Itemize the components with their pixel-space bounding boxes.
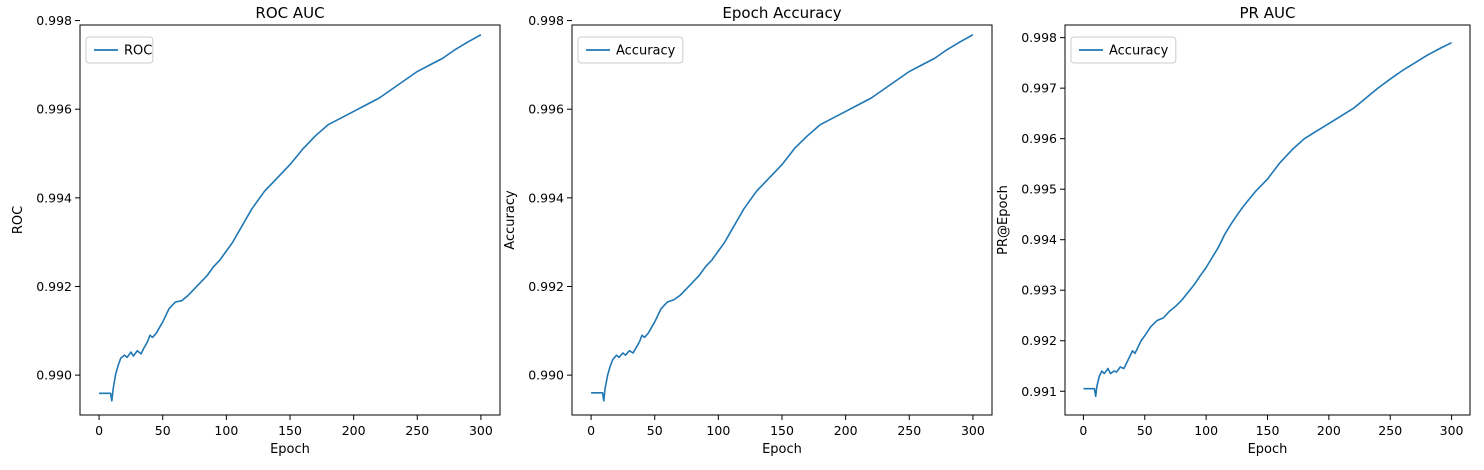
series-line-1: [99, 34, 482, 402]
x-tick-label: 50: [647, 423, 663, 438]
y-tick-label: 0.992: [528, 279, 564, 294]
plot-area-frame: [1064, 24, 1471, 416]
y-tick-label: 0.998: [528, 13, 564, 28]
x-tick-label: 50: [155, 423, 171, 438]
legend-frame: [85, 36, 154, 64]
y-tick-label: 0.996: [36, 102, 72, 117]
y-tick-label: 0.997: [1021, 81, 1057, 96]
chart-panel-2: 0 50 100 150 200 250 300 0.990 0.992 0.994 0.996 0.…: [503, 4, 993, 457]
y-axis-label: Accuracy: [503, 190, 518, 250]
y-tick-label: 0.991: [1021, 384, 1057, 399]
x-axis-label: Epoch: [1248, 442, 1288, 457]
y-tick-label: 0.992: [36, 279, 72, 294]
x-tick-label: 300: [1440, 423, 1464, 438]
x-tick-label: 200: [342, 423, 366, 438]
legend: Accuracy: [1070, 36, 1177, 64]
x-tick-label: 200: [1317, 423, 1341, 438]
y-tick-label: 0.990: [36, 368, 72, 383]
x-tick-label: 300: [961, 423, 985, 438]
legend-frame: [577, 36, 684, 64]
x-tick-label: 150: [770, 423, 794, 438]
x-tick-label: 150: [278, 423, 302, 438]
legend-entry: Accuracy: [616, 44, 676, 59]
x-tick-label: 250: [1378, 423, 1402, 438]
y-tick-label: 0.990: [528, 368, 564, 383]
chart-title: ROC AUC: [255, 4, 324, 22]
y-tick-label: 0.994: [1021, 232, 1057, 247]
series-line-1: [591, 34, 974, 402]
x-tick-label: 100: [1194, 423, 1218, 438]
y-tick-label: 0.992: [1021, 333, 1057, 348]
y-axis-label: PR@Epoch: [996, 185, 1011, 255]
series-line-1: [1083, 41, 1452, 398]
plot-area-frame: [571, 24, 993, 416]
x-tick-label: 0: [1079, 423, 1087, 438]
x-tick-label: 200: [834, 423, 858, 438]
plot-area-frame: [79, 24, 501, 416]
x-tick-label: 250: [405, 423, 429, 438]
y-tick-label: 0.994: [528, 190, 564, 205]
y-tick-label: 0.998: [1021, 30, 1057, 45]
chart-panel-3: 0 50 100 150 200 250 300 0.991 0.992 0.993 0.994 0.…: [996, 4, 1471, 457]
x-tick-label: 150: [1256, 423, 1280, 438]
y-tick-label: 0.994: [36, 190, 72, 205]
x-tick-label: 0: [587, 423, 595, 438]
chart-panel-1: 0 50 100 150 200 250 300 0.990 0.992 0.994 0.996 0.…: [11, 4, 501, 457]
legend-entry: Accuracy: [1109, 44, 1169, 59]
legend: ROC: [85, 36, 154, 64]
x-axis-label: Epoch: [762, 442, 802, 457]
y-tick-label: 0.995: [1021, 182, 1057, 197]
x-tick-label: 100: [706, 423, 730, 438]
chart-title: Epoch Accuracy: [722, 4, 841, 22]
y-tick-label: 0.996: [1021, 131, 1057, 146]
y-tick-label: 0.996: [528, 102, 564, 117]
x-tick-label: 0: [95, 423, 103, 438]
chart-title: PR AUC: [1240, 4, 1296, 22]
y-axis-label: ROC: [11, 206, 26, 234]
y-tick-label: 0.998: [36, 13, 72, 28]
x-tick-label: 300: [469, 423, 493, 438]
x-tick-label: 100: [214, 423, 238, 438]
legend: Accuracy: [577, 36, 684, 64]
legend-frame: [1070, 36, 1177, 64]
y-tick-label: 0.993: [1021, 283, 1057, 298]
legend-entry: ROC: [124, 44, 152, 59]
x-axis-label: Epoch: [270, 442, 310, 457]
x-tick-label: 250: [897, 423, 921, 438]
x-tick-label: 50: [1137, 423, 1153, 438]
